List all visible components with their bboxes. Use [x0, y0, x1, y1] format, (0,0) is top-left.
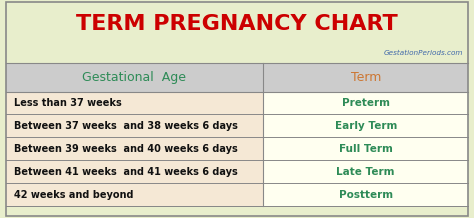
Bar — [6, 92, 263, 114]
Bar — [263, 160, 468, 183]
Bar — [6, 160, 263, 183]
Bar — [6, 63, 468, 92]
Text: TERM PREGNANCY CHART: TERM PREGNANCY CHART — [76, 14, 398, 34]
Text: Late Term: Late Term — [337, 167, 395, 177]
Text: Gestational  Age: Gestational Age — [82, 71, 186, 84]
Bar — [6, 114, 263, 137]
Text: Early Term: Early Term — [335, 121, 397, 131]
Text: Less than 37 weeks: Less than 37 weeks — [14, 98, 122, 108]
Bar — [263, 114, 468, 137]
Text: GestationPeriods.com: GestationPeriods.com — [384, 50, 464, 56]
Text: Between 39 weeks  and 40 weeks 6 days: Between 39 weeks and 40 weeks 6 days — [14, 144, 238, 154]
Bar — [6, 183, 263, 206]
Text: 42 weeks and beyond: 42 weeks and beyond — [14, 190, 134, 199]
Bar — [263, 137, 468, 160]
Bar — [263, 183, 468, 206]
Text: Between 41 weeks  and 41 weeks 6 days: Between 41 weeks and 41 weeks 6 days — [14, 167, 238, 177]
Text: Term: Term — [350, 71, 381, 84]
Bar — [6, 206, 468, 216]
Bar — [263, 92, 468, 114]
Text: Postterm: Postterm — [338, 190, 393, 199]
Bar — [6, 137, 263, 160]
Text: Between 37 weeks  and 38 weeks 6 days: Between 37 weeks and 38 weeks 6 days — [14, 121, 238, 131]
Text: Full Term: Full Term — [339, 144, 392, 154]
Text: Preterm: Preterm — [342, 98, 390, 108]
